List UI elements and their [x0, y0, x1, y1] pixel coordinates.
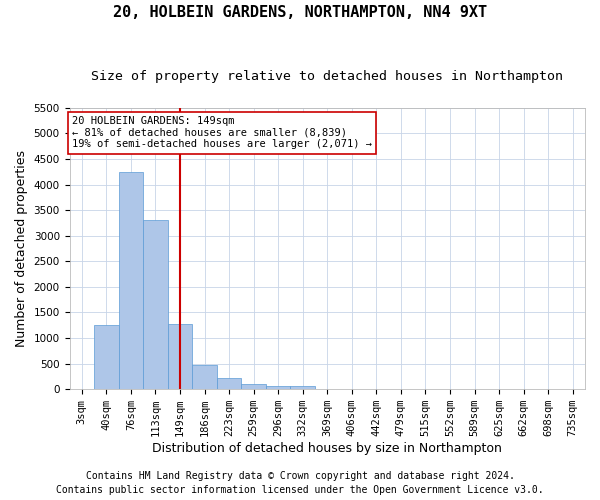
Bar: [266, 386, 290, 389]
Text: Contains HM Land Registry data © Crown copyright and database right 2024.
Contai: Contains HM Land Registry data © Crown c…: [56, 471, 544, 495]
Bar: [94, 326, 119, 389]
Bar: [168, 324, 192, 389]
Bar: [241, 384, 266, 389]
Bar: [192, 364, 217, 389]
Text: 20, HOLBEIN GARDENS, NORTHAMPTON, NN4 9XT: 20, HOLBEIN GARDENS, NORTHAMPTON, NN4 9X…: [113, 5, 487, 20]
Bar: [119, 172, 143, 389]
Text: 20 HOLBEIN GARDENS: 149sqm
← 81% of detached houses are smaller (8,839)
19% of s: 20 HOLBEIN GARDENS: 149sqm ← 81% of deta…: [72, 116, 372, 150]
Y-axis label: Number of detached properties: Number of detached properties: [15, 150, 28, 347]
Bar: [290, 386, 315, 389]
Bar: [217, 378, 241, 389]
X-axis label: Distribution of detached houses by size in Northampton: Distribution of detached houses by size …: [152, 442, 502, 455]
Bar: [143, 220, 168, 389]
Title: Size of property relative to detached houses in Northampton: Size of property relative to detached ho…: [91, 70, 563, 83]
